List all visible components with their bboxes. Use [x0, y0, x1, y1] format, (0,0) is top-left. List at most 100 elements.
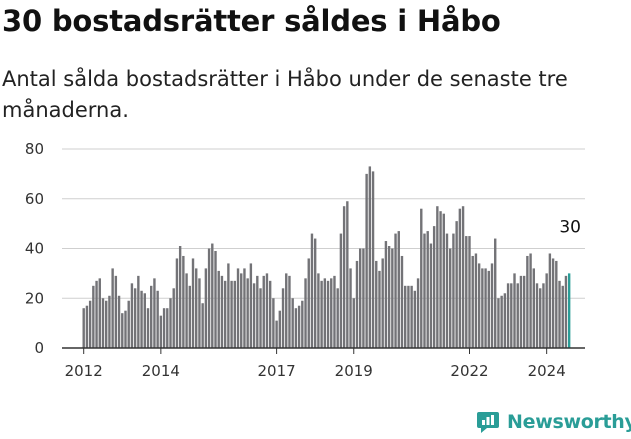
- bar: [288, 275, 291, 348]
- bar: [423, 233, 426, 348]
- bar: [166, 308, 169, 348]
- bar: [413, 290, 417, 348]
- bar: [429, 243, 433, 348]
- bar: [111, 268, 114, 348]
- bar: [82, 308, 85, 348]
- newsworthy-logo-icon: [477, 412, 499, 433]
- bar: [539, 288, 542, 348]
- bar: [519, 275, 523, 348]
- bar: [150, 285, 153, 348]
- bar: [551, 258, 555, 348]
- bar: [246, 278, 249, 348]
- bar: [346, 201, 349, 348]
- bar: [259, 288, 262, 348]
- bar: [333, 275, 336, 348]
- bar: [233, 280, 237, 348]
- bar: [362, 248, 365, 348]
- bar: [474, 253, 478, 348]
- bar: [494, 238, 497, 348]
- bar: [461, 206, 465, 348]
- bar: [564, 275, 568, 348]
- bar: [240, 273, 243, 348]
- bar: [108, 295, 111, 348]
- bar: [272, 298, 275, 348]
- bar: [455, 221, 458, 348]
- bar: [95, 280, 98, 348]
- bar: [381, 258, 384, 348]
- y-tick-label: 60: [25, 190, 44, 208]
- bar: [185, 273, 188, 348]
- bar: [481, 268, 484, 348]
- axes: 0 20 40 60 80 2012 2014 2017 2019 2022 2024: [25, 140, 585, 380]
- bar: [133, 288, 137, 348]
- bar: [204, 268, 208, 348]
- bar: [301, 300, 304, 348]
- bar: [391, 248, 394, 348]
- bar: [378, 270, 381, 348]
- bar: [339, 233, 343, 348]
- bar: [291, 298, 294, 348]
- bar: [449, 248, 452, 348]
- bar: [169, 298, 172, 348]
- bar: [561, 285, 564, 348]
- bar: [124, 310, 127, 348]
- bar: [420, 208, 423, 348]
- bar: [490, 263, 494, 348]
- bar: [442, 213, 445, 348]
- bar: [191, 258, 195, 348]
- bar: [153, 278, 156, 348]
- bar: [510, 283, 513, 348]
- bar: [207, 248, 211, 348]
- bar: [201, 303, 204, 348]
- bar: [432, 226, 436, 348]
- bar: [320, 280, 323, 348]
- x-tick-label: 2019: [335, 362, 373, 380]
- bar: [529, 253, 532, 348]
- bar: [268, 280, 272, 348]
- bar-series: [82, 166, 571, 348]
- bar: [484, 268, 487, 348]
- bar: [130, 283, 134, 348]
- bar: [542, 283, 545, 348]
- bar: [195, 268, 198, 348]
- bar: [211, 243, 214, 348]
- bar: [265, 273, 269, 348]
- bar: [368, 166, 372, 348]
- bar: [410, 285, 413, 348]
- bar: [143, 293, 146, 348]
- bar: [471, 255, 474, 348]
- bar: [355, 260, 359, 348]
- bar: [375, 260, 378, 348]
- bar: [159, 315, 163, 348]
- bar: [426, 231, 429, 348]
- y-tick-label: 40: [25, 240, 44, 258]
- x-tick-label: 2014: [142, 362, 180, 380]
- bar: [217, 270, 220, 348]
- bar: [558, 280, 561, 348]
- bar: [188, 285, 191, 348]
- bar: [445, 233, 449, 348]
- y-tick-label: 0: [34, 339, 44, 357]
- bar: [230, 280, 233, 348]
- bar: [384, 241, 388, 348]
- bar: [526, 255, 529, 348]
- bar: [371, 171, 375, 348]
- y-tick-label: 80: [25, 140, 44, 158]
- bar: [252, 283, 256, 348]
- bar: [352, 298, 355, 348]
- bar: [182, 255, 185, 348]
- chart-subtitle: Antal sålda bostadsrätter i Håbo under d…: [2, 67, 568, 122]
- bar: [555, 260, 558, 348]
- bar: [407, 285, 410, 348]
- bar: [121, 313, 124, 348]
- bar: [156, 290, 159, 348]
- bar: [304, 278, 307, 348]
- bar: [278, 310, 282, 348]
- bar: [349, 268, 352, 348]
- bar: [452, 233, 455, 348]
- brand-name: Newsworthy: [507, 411, 631, 433]
- bar: [137, 275, 140, 348]
- bar: [294, 308, 298, 348]
- bar: [101, 298, 105, 348]
- bar: [342, 206, 346, 348]
